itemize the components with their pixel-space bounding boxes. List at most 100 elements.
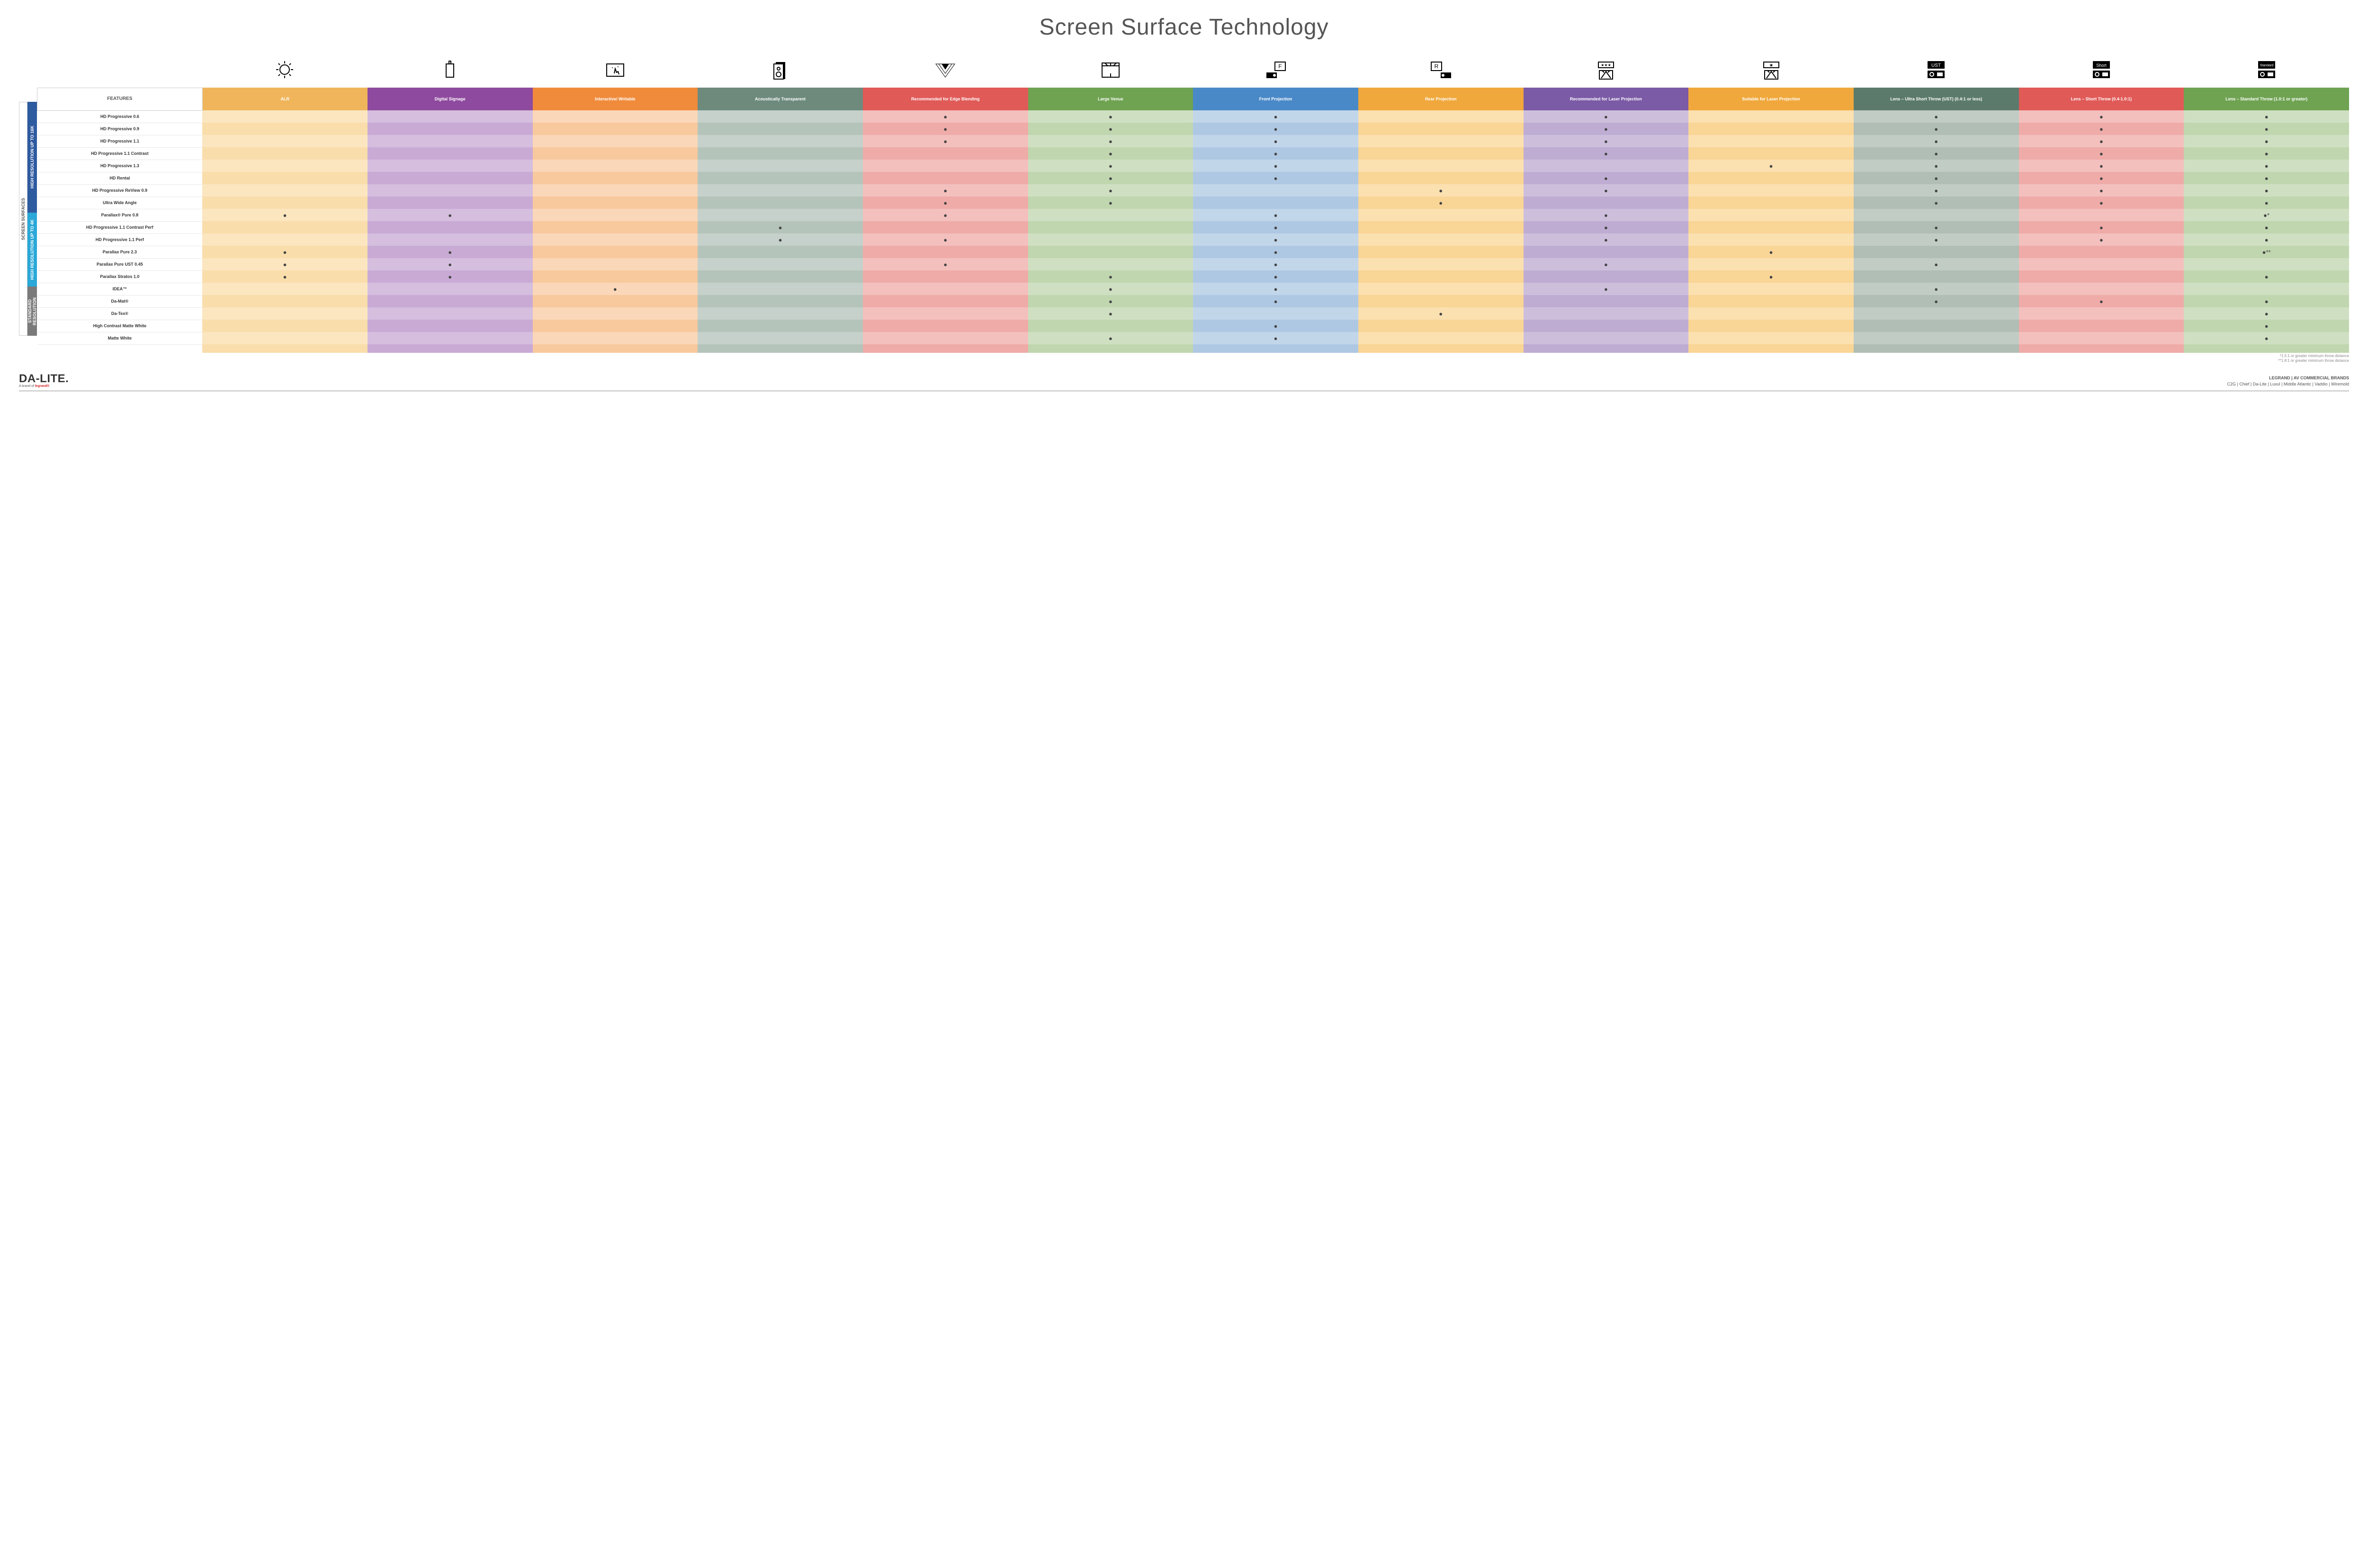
ust_proj-icon: UST (1854, 54, 2019, 88)
cell: ● (2184, 270, 2349, 283)
cell (1358, 258, 1524, 270)
cell (2019, 246, 2184, 258)
cell (202, 172, 368, 184)
cell (1688, 221, 1854, 233)
cell: ● (1193, 233, 1358, 246)
cell (863, 332, 1028, 344)
footnote: **1.8:1 or greater minimum throw distanc… (19, 358, 2349, 363)
cell (1358, 332, 1524, 344)
cell (1193, 184, 1358, 197)
cell (698, 197, 863, 209)
feature-name: Matte White (37, 332, 203, 344)
cell (1688, 135, 1854, 147)
cell: ● (2019, 172, 2184, 184)
cell: ● (1193, 258, 1358, 270)
cell (1358, 233, 1524, 246)
cell: ● (202, 246, 368, 258)
cell: ● (1854, 233, 2019, 246)
cell (202, 197, 368, 209)
table-row: HD Progressive 1.1 Perf●●●●●●● (37, 233, 2350, 246)
brands-title: LEGRAND | AV COMMERCIAL BRANDS (2227, 375, 2349, 382)
cell (1688, 295, 1854, 307)
cell (2019, 283, 2184, 295)
cell: ● (1358, 197, 1524, 209)
cell: ● (1028, 270, 1193, 283)
cell (368, 110, 533, 123)
cell: ● (863, 123, 1028, 135)
cell (698, 332, 863, 344)
cell (1028, 320, 1193, 332)
table-row: Matte White●●● (37, 332, 2350, 344)
cell (368, 307, 533, 320)
feature-name: HD Progressive 1.3 (37, 160, 203, 172)
table-row: Parallax Pure 2.3●●●●●** (37, 246, 2350, 258)
footer-cell (533, 344, 698, 353)
cell: ● (202, 258, 368, 270)
cell: ● (368, 246, 533, 258)
col-header-alr: ALR (202, 88, 368, 110)
cell: ● (1854, 172, 2019, 184)
cell: ● (2019, 160, 2184, 172)
cell (368, 197, 533, 209)
cell (533, 258, 698, 270)
footnote: *1.5:1 or greater minimum throw distance (19, 354, 2349, 358)
cell: ● (2184, 135, 2349, 147)
cell (368, 172, 533, 184)
col-header-short: Lens – Short Throw (0.4-1.0:1) (2019, 88, 2184, 110)
cell: ● (2184, 160, 2349, 172)
logo-block: DA‑LITE. A brand of legrand® (19, 373, 69, 388)
cell (533, 147, 698, 160)
feature-name: High Contrast Matte White (37, 320, 203, 332)
footer-cell (1524, 344, 1689, 353)
rear_proj-icon: R (1358, 54, 1524, 88)
cell (1358, 283, 1524, 295)
cell: ● (1524, 283, 1689, 295)
cell (698, 270, 863, 283)
cell (533, 184, 698, 197)
cell (1524, 295, 1689, 307)
col-header-large: Large Venue (1028, 88, 1193, 110)
footer-cell (1028, 344, 1193, 353)
col-header-rear: Rear Projection (1358, 88, 1524, 110)
cell (2019, 332, 2184, 344)
cell: ● (1028, 197, 1193, 209)
cell (368, 233, 533, 246)
footer-cell (698, 344, 863, 353)
cell: ● (1028, 110, 1193, 123)
cell: ● (1524, 258, 1689, 270)
cell: ● (1854, 110, 2019, 123)
cell: ● (1854, 160, 2019, 172)
feature-name: Parallax Pure UST 0.45 (37, 258, 203, 270)
svg-text:Short: Short (2096, 63, 2107, 68)
table-row: HD Progressive ReView 0.9●●●●●●● (37, 184, 2350, 197)
feature-name: Da-Mat® (37, 295, 203, 307)
cell: ● (1854, 283, 2019, 295)
cell (202, 110, 368, 123)
cell: ● (2019, 197, 2184, 209)
cell: ● (863, 135, 1028, 147)
cell (533, 295, 698, 307)
logo-sub: A brand of legrand® (19, 385, 69, 388)
table-row: Ultra Wide Angle●●●●●● (37, 197, 2350, 209)
cell (202, 184, 368, 197)
logo-sub-prefix: A brand of (19, 385, 35, 388)
cell (202, 233, 368, 246)
col-header-suit_laser: Suitable for Laser Projection (1688, 88, 1854, 110)
cell (533, 320, 698, 332)
cell (863, 246, 1028, 258)
side-label-group: STANDARD RESOLUTION (27, 287, 37, 336)
table-row: Parallax Stratos 1.0●●●●●● (37, 270, 2350, 283)
col-header-rec_laser: Recommended for Laser Projection (1524, 88, 1689, 110)
footer-cell (2019, 344, 2184, 353)
cell: ● (1854, 197, 2019, 209)
cell: ● (1854, 258, 2019, 270)
table-row: Parallax® Pure 0.8●●●●●●* (37, 209, 2350, 221)
cell: ● (698, 221, 863, 233)
cell: ● (368, 209, 533, 221)
cell (1688, 258, 1854, 270)
cell (1358, 172, 1524, 184)
cell (202, 160, 368, 172)
svg-text:R: R (1435, 63, 1439, 70)
feature-name: HD Progressive 1.1 Contrast Perf (37, 221, 203, 233)
cell: ● (2184, 307, 2349, 320)
